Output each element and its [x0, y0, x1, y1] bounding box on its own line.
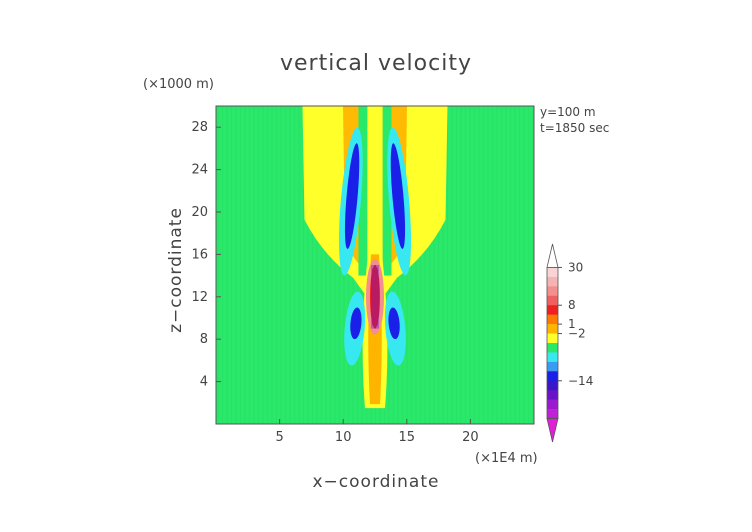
- y-axis-title: z−coordinate: [166, 207, 186, 333]
- colorbar-segment: [547, 409, 558, 419]
- annotation-time: t=1850 sec: [540, 121, 609, 135]
- plot-area: [215, 105, 535, 425]
- y-tick-label: 28: [191, 120, 208, 135]
- colorbar-tick-label: 30: [568, 260, 583, 274]
- center-column: [367, 106, 383, 276]
- x-tick-label: 15: [399, 430, 416, 445]
- y-tick-label: 8: [200, 332, 208, 347]
- x-axis-title: x−coordinate: [313, 472, 440, 492]
- colorbar-segment: [547, 361, 558, 372]
- colorbar-segment: [547, 267, 558, 278]
- y-tick-label: 4: [200, 375, 208, 390]
- y-tick-label: 16: [191, 247, 208, 262]
- downdraft-lobe-right: [390, 143, 406, 249]
- colorbar-segment: [547, 276, 558, 287]
- colorbar-segment: [547, 305, 558, 315]
- x-tick-label: 5: [275, 430, 283, 445]
- annotation-y-position: y=100 m: [540, 105, 596, 119]
- y-unit-label: (×1000 m): [143, 77, 214, 92]
- chart-title: vertical velocity: [280, 51, 472, 76]
- colorbar-tick-label: −2: [568, 327, 586, 341]
- colorbar-segment: [547, 286, 558, 297]
- y-tick-label: 24: [191, 163, 208, 178]
- colorbar-segment: [547, 314, 558, 325]
- x-tick-label: 20: [462, 430, 479, 445]
- colorbar-tick-label: −14: [568, 374, 593, 388]
- colorbar-segment: [547, 371, 558, 382]
- colorbar-segment: [547, 295, 558, 306]
- updraft-core: [370, 265, 380, 329]
- colorbar: 30 8 1−2 −14: [546, 243, 593, 443]
- colorbar-segment: [547, 399, 558, 410]
- plot-frame: [215, 105, 535, 425]
- y-tick-label: 12: [191, 290, 208, 305]
- downdraft-lobe-right: [388, 307, 400, 340]
- y-tick-label: 20: [191, 205, 208, 220]
- colorbar-tick-label: 1: [568, 317, 576, 331]
- x-tick-label: 10: [335, 430, 352, 445]
- x-axis: 5 10 15 20: [275, 419, 479, 445]
- colorbar-segment: [547, 352, 558, 363]
- colorbar-arrow-top: [546, 243, 559, 268]
- colorbar-frame: [546, 267, 559, 419]
- y-axis: 4 8 12 16 20 24 28: [191, 120, 221, 390]
- colorbar-segment: [547, 380, 558, 391]
- colorbar-segment: [547, 390, 558, 400]
- colorbar-tick-label: 8: [568, 298, 576, 312]
- colorbar-arrow-bottom: [546, 418, 559, 443]
- downdraft-lobe-left: [350, 307, 362, 340]
- colorbar-segment: [547, 324, 558, 334]
- colorbar-segment: [547, 343, 558, 353]
- x-unit-label: (×1E4 m): [475, 451, 538, 466]
- colorbar-segment: [547, 333, 558, 344]
- downdraft-lobe-left: [344, 143, 360, 249]
